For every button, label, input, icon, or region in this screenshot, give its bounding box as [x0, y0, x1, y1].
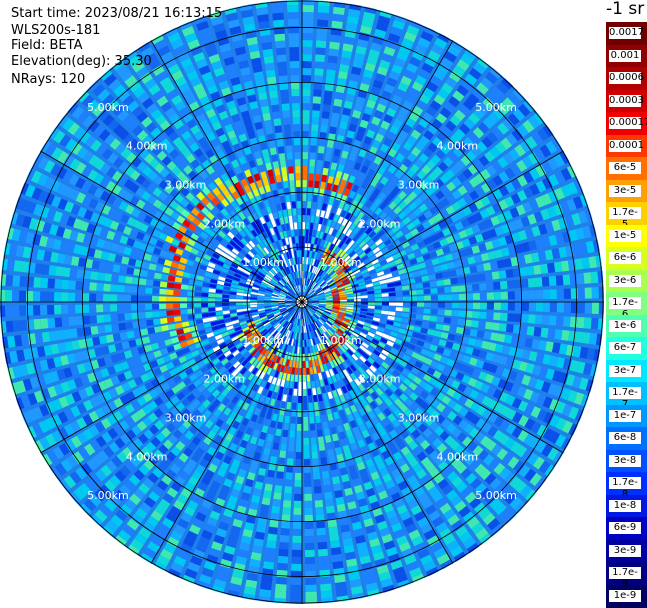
azimuth-line	[40, 301, 303, 454]
colorbar-tick-label: 1e-7	[609, 409, 641, 422]
ring-label: 4.00km	[437, 450, 479, 463]
ring-label: 3.00km	[398, 179, 440, 192]
field-label: Field: BETA	[11, 38, 83, 53]
ring-label: 1.00km	[242, 256, 284, 269]
colorbar-title: -1 sr	[606, 0, 645, 19]
ring-label: 4.00km	[126, 450, 168, 463]
ring-label: 1.00km	[242, 334, 284, 347]
instrument-label: WLS200s-181	[11, 23, 101, 38]
colorbar-tick-label: 1.7e-8	[609, 477, 641, 500]
colorbar-tick-label: 3e-6	[609, 274, 641, 287]
azimuth-line	[301, 301, 564, 454]
colorbar-tick-label: 0.0006	[609, 72, 644, 85]
colorbar-tick-label: 0.00017	[609, 117, 647, 130]
ring-label: 2.00km	[204, 217, 246, 230]
ring-label: 1.00km	[320, 256, 362, 269]
colorbar-tick-label: 1.7e-6	[609, 297, 641, 320]
ring-label: 3.00km	[398, 412, 440, 425]
colorbar-tick-label: 3e-8	[609, 454, 641, 467]
azimuth-line	[301, 150, 564, 303]
polar-grid	[0, 0, 604, 604]
ring-label: 5.00km	[87, 101, 129, 114]
colorbar-tick-label: 6e-7	[609, 342, 641, 355]
azimuth-line	[150, 40, 303, 303]
ppi-polar-plot: 1.00km 1.00km 1.00km 1.00km 2.00km 2.00km 2.00…	[0, 0, 604, 604]
ring-label: 3.00km	[165, 412, 207, 425]
ring-label: 5.00km	[475, 101, 517, 114]
colorbar-tick-label: 3e-7	[609, 364, 641, 377]
colorbar-tick-label: 0.001	[609, 49, 641, 62]
ring-label: 2.00km	[359, 217, 401, 230]
start-time-label: Start time: 2023/08/21 16:13:15	[11, 6, 223, 21]
range-gates	[0, 0, 604, 604]
elevation-label: Elevation(deg): 35.30	[11, 54, 152, 69]
ring-label: 2.00km	[359, 373, 401, 386]
colorbar-tick-label: 0.0017	[609, 27, 644, 40]
colorbar-tick-label: 1.7e-7	[609, 387, 641, 410]
azimuth-line	[301, 301, 454, 564]
colorbar-tick-label: 1e-9	[609, 589, 641, 602]
colorbar-tick-label: 0.0003	[609, 94, 644, 107]
colorbar-tick-label: 1e-5	[609, 229, 641, 242]
colorbar-tick-label: 6e-9	[609, 522, 641, 535]
ring-label: 5.00km	[87, 489, 129, 502]
ring-label: 4.00km	[126, 140, 168, 153]
colorbar-tick-label: 0.0001	[609, 139, 644, 152]
colorbar-tick-label: 1e-8	[609, 499, 641, 512]
azimuth-line	[301, 40, 454, 303]
range-ring-labels: 1.00km 1.00km 1.00km 1.00km 2.00km 2.00km 2.00…	[87, 101, 517, 502]
ring-label: 5.00km	[475, 489, 517, 502]
colorbar-tick-label: 1.7e-9	[609, 567, 641, 590]
colorbar-tick-label: 1e-6	[609, 319, 641, 332]
ring-label: 2.00km	[204, 373, 246, 386]
colorbar-tick-label: 3e-9	[609, 544, 641, 557]
colorbar-tick-label: 6e-5	[609, 162, 641, 175]
colorbar-tick-label: 1.7e-5	[609, 207, 641, 230]
ring-label: 1.00km	[320, 334, 362, 347]
colorbar-tick-label: 6e-6	[609, 252, 641, 265]
colorbar: 0.0017 0.001 0.0006 0.0003 0.00017 0.0001 6e-5…	[606, 22, 647, 608]
ring-label: 3.00km	[165, 179, 207, 192]
azimuth-line	[40, 150, 303, 303]
azimuth-line	[150, 301, 303, 564]
nrays-label: NRays: 120	[11, 72, 86, 87]
colorbar-tick-label: 6e-8	[609, 432, 641, 445]
colorbar-tick-label: 3e-5	[609, 184, 641, 197]
ring-label: 4.00km	[437, 140, 479, 153]
